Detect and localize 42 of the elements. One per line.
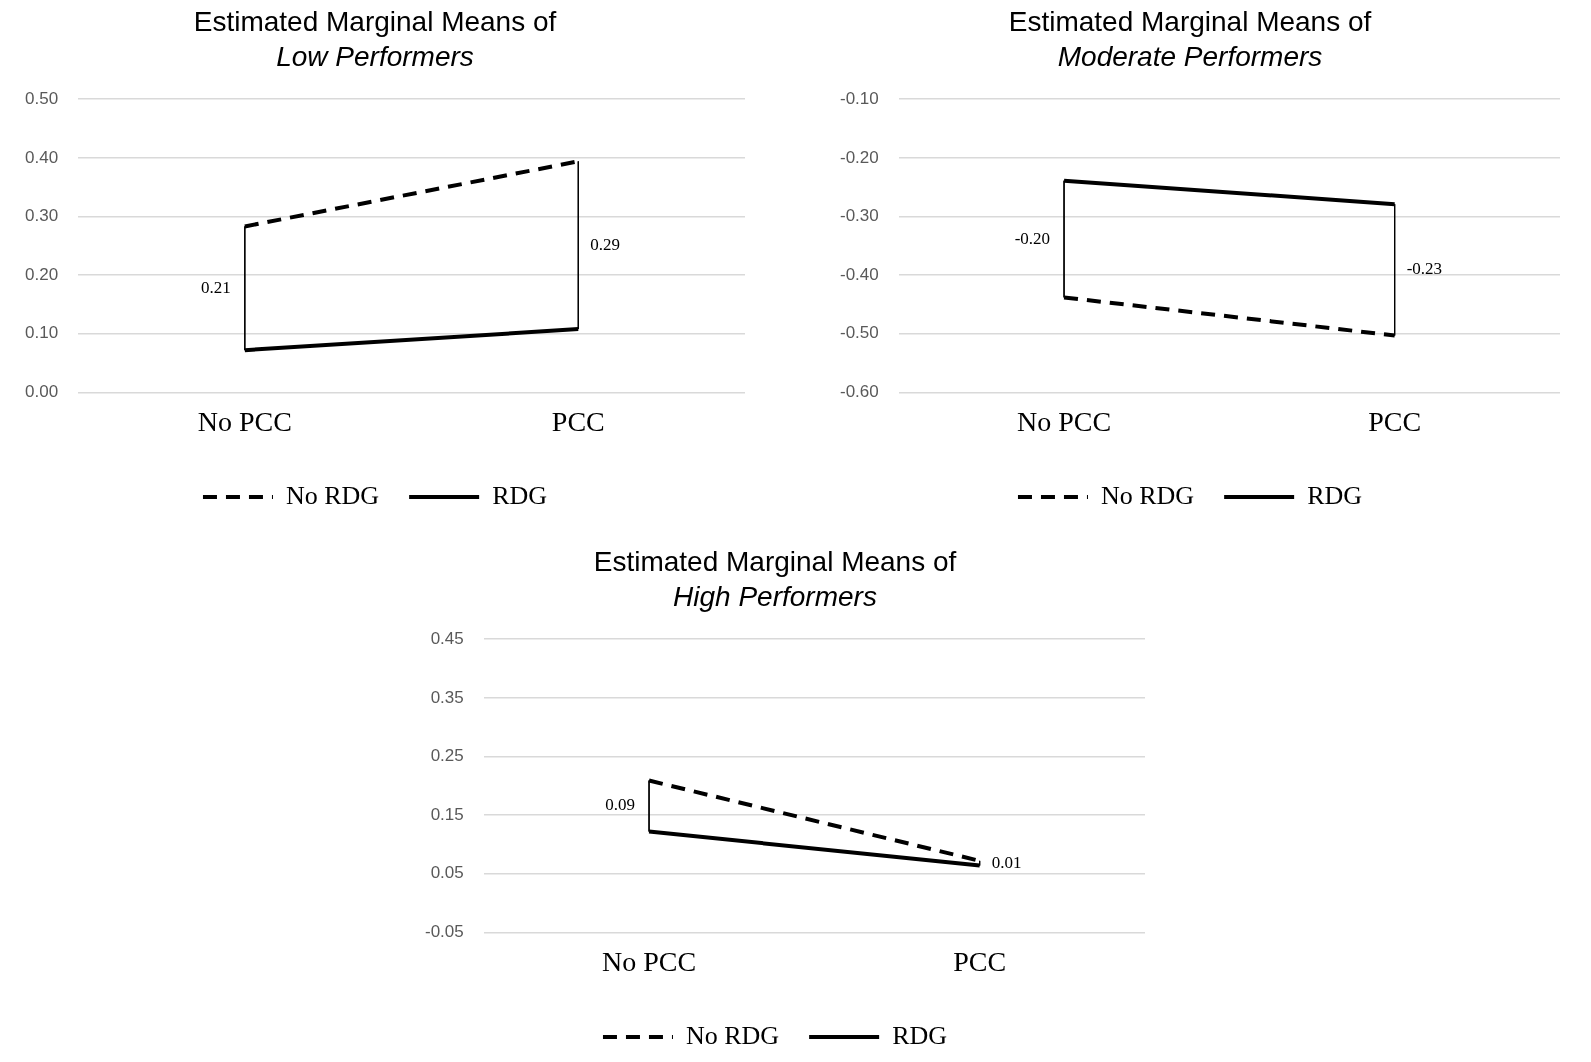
annotation: 0.01	[991, 852, 1022, 872]
legend-label: RDG	[492, 480, 548, 510]
y-tick-label: 0.50	[24, 88, 59, 108]
annotation: -0.23	[1406, 259, 1443, 279]
chart-subtitle: Moderate Performers	[1057, 41, 1323, 73]
y-tick-label: 0.20	[24, 264, 59, 284]
legend-label: RDG	[1307, 480, 1363, 510]
y-tick-label: -0.40	[840, 264, 879, 284]
y-tick-label: 0.15	[430, 804, 464, 824]
chart-subtitle: Low Performers	[276, 41, 474, 73]
y-tick-label: 0.45	[430, 628, 464, 648]
y-tick-label: -0.50	[840, 323, 879, 343]
annotation: 0.29	[590, 234, 621, 254]
x-tick-label: PCC	[551, 405, 605, 437]
x-tick-label: No PCC	[1016, 405, 1112, 437]
chart-title: Estimated Marginal Means of	[593, 545, 957, 577]
chart-title: Estimated Marginal Means of	[193, 5, 557, 37]
y-tick-label: 0.35	[430, 687, 464, 707]
y-tick-label: 0.25	[430, 746, 464, 766]
y-tick-label: -0.20	[840, 147, 879, 167]
chart-title: Estimated Marginal Means of	[1008, 5, 1372, 37]
y-tick-label: 0.10	[24, 323, 59, 343]
chart-subtitle: High Performers	[673, 581, 877, 613]
x-tick-label: PCC	[1368, 405, 1422, 437]
y-tick-label: 0.30	[24, 206, 59, 226]
y-tick-label: -0.10	[840, 88, 879, 108]
legend-label: No RDG	[1100, 480, 1195, 510]
y-tick-label: -0.30	[840, 206, 879, 226]
x-tick-label: No PCC	[197, 405, 292, 437]
legend-label: No RDG	[685, 1020, 780, 1050]
y-tick-label: 0.40	[24, 147, 59, 167]
legend-label: No RDG	[285, 480, 380, 510]
annotation: 0.21	[201, 277, 231, 297]
x-tick-label: No PCC	[601, 945, 697, 977]
y-tick-label: 0.00	[24, 382, 59, 402]
y-tick-label: -0.60	[840, 382, 879, 402]
x-tick-label: PCC	[953, 945, 1007, 977]
annotation: -0.20	[1014, 228, 1051, 248]
annotation: 0.09	[605, 795, 636, 815]
legend-label: RDG	[892, 1020, 948, 1050]
y-tick-label: 0.05	[430, 863, 464, 883]
y-tick-label: -0.05	[425, 922, 464, 942]
